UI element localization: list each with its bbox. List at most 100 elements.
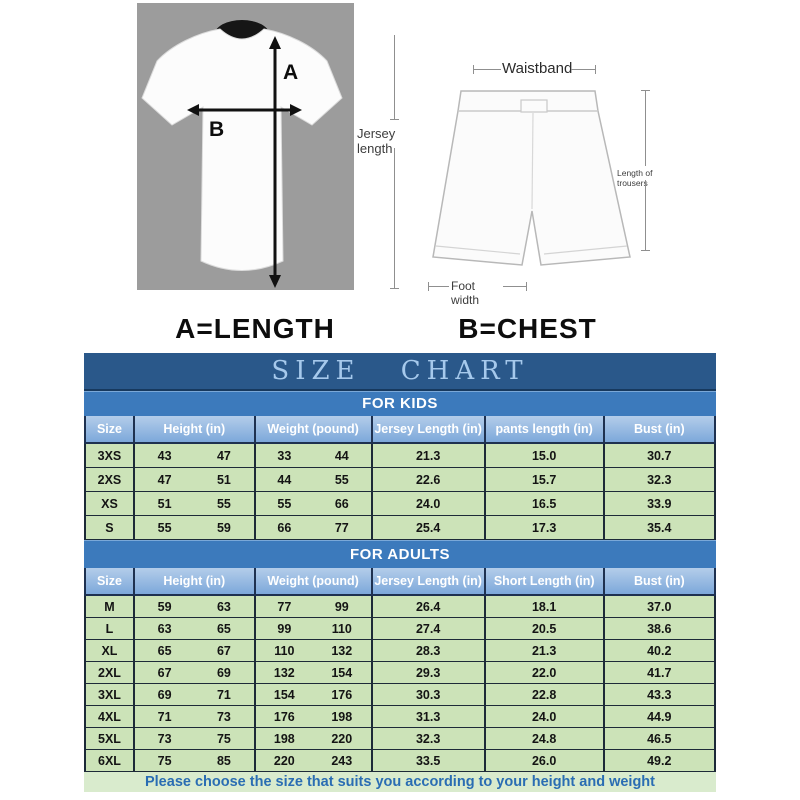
waistband-cap-right <box>595 65 596 74</box>
value-cell: 35.4 <box>602 515 717 540</box>
value-sub-cell: 176 <box>273 709 295 724</box>
value-sub-cell: 110 <box>331 621 352 636</box>
value-cell: 198 220 <box>253 727 373 750</box>
value-sub-cell: 59 <box>216 520 231 535</box>
value-cell: 26.4 <box>370 594 486 618</box>
value-cell: 21.3 <box>483 639 605 662</box>
column-header-height: Height (in) <box>132 416 256 444</box>
column-header-pants-length: pants length (in) <box>483 416 605 444</box>
value-sub-cell: 63 <box>216 599 231 614</box>
size-cell: 5XL <box>84 727 135 750</box>
value-sub-cell: 44 <box>277 472 292 487</box>
value-cell: 22.6 <box>370 467 486 492</box>
value-cell: 43.3 <box>602 683 717 706</box>
value-cell: 44 55 <box>253 467 373 492</box>
value-sub-cell: 99 <box>277 621 292 636</box>
value-sub-cell: 77 <box>334 520 349 535</box>
value-cell: 71 73 <box>132 705 256 728</box>
size-cell: S <box>84 515 135 540</box>
value-cell: 25.4 <box>370 515 486 540</box>
value-cell: 33 44 <box>253 442 373 468</box>
value-sub-cell: 65 <box>216 621 231 636</box>
value-cell: 38.6 <box>602 617 717 640</box>
value-sub-cell: 154 <box>273 687 295 702</box>
value-cell: 65 67 <box>132 639 256 662</box>
table-row: 2XL 67 69 132 154 29.3 22.0 41.7 <box>84 661 717 684</box>
value-sub-cell: 67 <box>216 643 231 658</box>
table-row: 4XL 71 73 176 198 31.3 24.0 44.9 <box>84 705 717 728</box>
legend-b-chest: B=CHEST <box>458 313 597 344</box>
value-cell: 16.5 <box>483 491 605 516</box>
value-cell: 220 243 <box>253 749 373 772</box>
value-sub-cell: 176 <box>331 687 353 702</box>
jersey-length-tick <box>390 119 399 120</box>
jersey-length-line-lower <box>394 148 395 288</box>
value-sub-cell: 59 <box>157 599 172 614</box>
size-advice-note: Please choose the size that suits you ac… <box>84 772 716 792</box>
waistband-line-right <box>571 69 595 70</box>
size-cell: 2XS <box>84 467 135 492</box>
value-cell: 44.9 <box>602 705 717 728</box>
value-cell: 41.7 <box>602 661 717 684</box>
foot-width-line-right <box>503 286 526 287</box>
shorts-diagram-icon <box>432 90 631 266</box>
size-cell: 4XL <box>84 705 135 728</box>
value-cell: 21.3 <box>370 442 486 468</box>
column-header-height: Height (in) <box>132 568 256 596</box>
value-sub-cell: 43 <box>157 448 172 463</box>
value-sub-cell: 55 <box>334 472 349 487</box>
size-cell: 3XS <box>84 442 135 468</box>
value-sub-cell: 51 <box>216 472 231 487</box>
table-row: L 63 65 99 110 27.4 20.5 38.6 <box>84 617 717 640</box>
value-sub-cell: 220 <box>273 753 295 768</box>
value-cell: 55 59 <box>132 515 256 540</box>
value-cell: 24.8 <box>483 727 605 750</box>
size-cell: L <box>84 617 135 640</box>
value-cell: 43 47 <box>132 442 256 468</box>
value-cell: 33.5 <box>370 749 486 772</box>
value-sub-cell: 71 <box>216 687 231 702</box>
column-header-size: Size <box>84 416 135 444</box>
size-cell: 2XL <box>84 661 135 684</box>
value-cell: 15.7 <box>483 467 605 492</box>
value-sub-cell: 55 <box>216 496 231 511</box>
value-cell: 32.3 <box>602 467 717 492</box>
value-cell: 22.0 <box>483 661 605 684</box>
size-chart: SIZE CHART FOR KIDS Size Height (in) Wei… <box>84 353 717 792</box>
size-chart-title: SIZE CHART <box>84 353 716 391</box>
value-cell: 67 69 <box>132 661 256 684</box>
dim-a-label: A <box>283 61 298 84</box>
value-sub-cell: 220 <box>331 731 353 746</box>
foot-width-cap-right <box>526 282 527 291</box>
jersey-photo: A B <box>137 3 354 290</box>
value-cell: 51 55 <box>132 491 256 516</box>
value-sub-cell: 154 <box>331 665 353 680</box>
value-cell: 110 132 <box>253 639 373 662</box>
value-sub-cell: 47 <box>216 448 231 463</box>
value-sub-cell: 69 <box>157 687 172 702</box>
value-sub-cell: 132 <box>273 665 295 680</box>
table-row: M 59 63 77 99 26.4 18.1 37.0 <box>84 594 717 618</box>
value-cell: 24.0 <box>370 491 486 516</box>
column-header-bust: Bust (in) <box>602 416 717 444</box>
value-sub-cell: 110 <box>274 643 295 658</box>
table-row: 6XL 75 85 220 243 33.5 26.0 49.2 <box>84 749 717 772</box>
value-sub-cell: 66 <box>334 496 349 511</box>
jersey-length-tick-bottom <box>390 288 399 289</box>
table-row: S 55 59 66 77 25.4 17.3 35.4 <box>84 515 717 540</box>
adults-header-row: Size Height (in) Weight (pound) Jersey L… <box>84 568 717 596</box>
value-sub-cell: 243 <box>331 753 353 768</box>
adults-size-table: Size Height (in) Weight (pound) Jersey L… <box>84 568 717 772</box>
foot-width-line-left <box>428 286 449 287</box>
legend-a-length: A=LENGTH <box>175 313 335 344</box>
value-sub-cell: 198 <box>331 709 353 724</box>
section-bar-adults: FOR ADULTS <box>84 540 716 568</box>
value-cell: 63 65 <box>132 617 256 640</box>
size-cell: M <box>84 594 135 618</box>
table-row: XS 51 55 55 66 24.0 16.5 33.9 <box>84 491 717 516</box>
kids-size-table: Size Height (in) Weight (pound) Jersey L… <box>84 416 717 540</box>
column-header-weight: Weight (pound) <box>253 416 373 444</box>
table-row: 5XL 73 75 198 220 32.3 24.8 46.5 <box>84 727 717 750</box>
value-sub-cell: 66 <box>277 520 292 535</box>
value-cell: 154 176 <box>253 683 373 706</box>
